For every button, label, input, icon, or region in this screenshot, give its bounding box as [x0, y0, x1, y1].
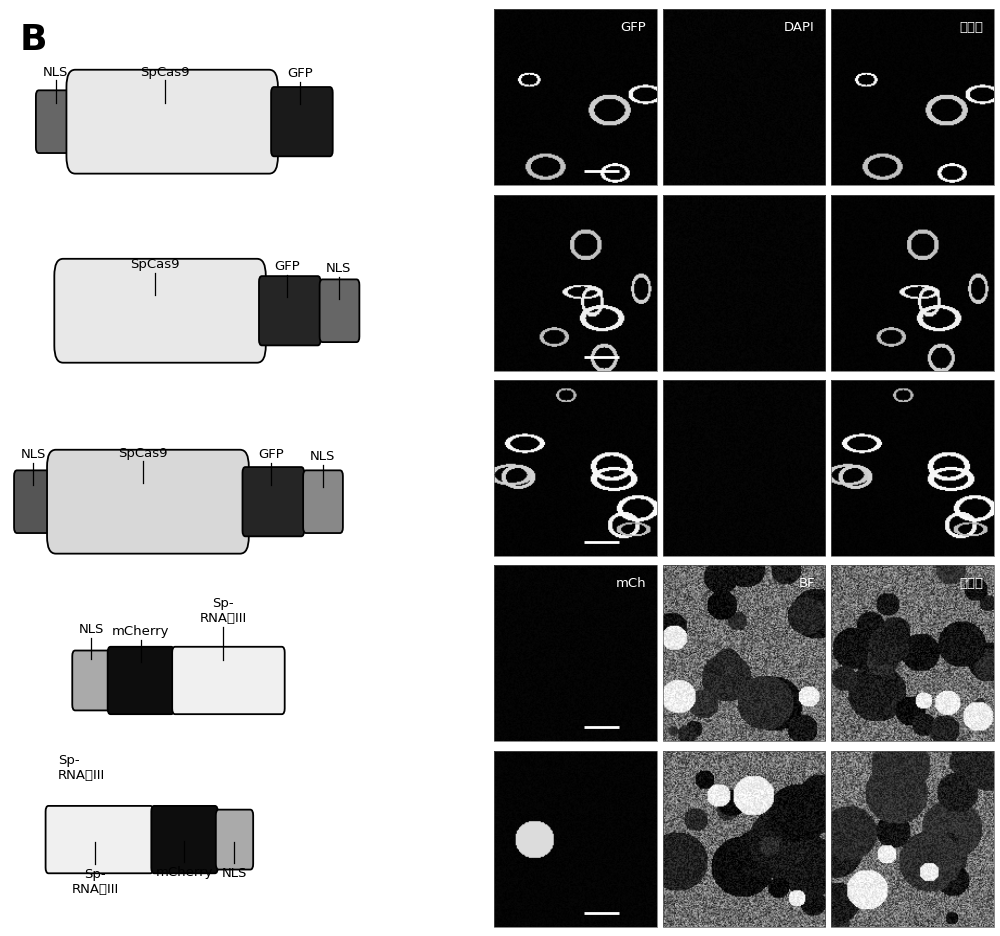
Bar: [663, 380, 825, 556]
FancyBboxPatch shape: [216, 810, 253, 870]
Text: Sp-
RNA醂III: Sp- RNA醂III: [71, 868, 119, 896]
FancyBboxPatch shape: [320, 279, 359, 342]
FancyBboxPatch shape: [54, 258, 266, 362]
Text: NLS: NLS: [326, 262, 351, 275]
Bar: [831, 751, 994, 927]
Text: SpCas9: SpCas9: [118, 446, 168, 460]
Text: DAPI: DAPI: [784, 21, 815, 34]
Text: mCherry: mCherry: [156, 866, 213, 879]
Text: BF: BF: [798, 577, 815, 590]
Bar: [663, 565, 825, 741]
FancyBboxPatch shape: [172, 647, 285, 714]
Bar: [663, 9, 825, 185]
Bar: [494, 380, 657, 556]
FancyBboxPatch shape: [36, 91, 76, 153]
Bar: [831, 9, 994, 185]
FancyBboxPatch shape: [271, 87, 333, 156]
Bar: [494, 9, 657, 185]
Text: SpCas9: SpCas9: [140, 66, 190, 79]
Text: NLS: NLS: [20, 448, 46, 461]
Text: 合并的: 合并的: [960, 21, 984, 34]
Bar: [831, 195, 994, 371]
Text: GFP: GFP: [258, 448, 284, 461]
Text: SpCas9: SpCas9: [130, 258, 180, 271]
Bar: [831, 565, 994, 741]
Bar: [494, 565, 657, 741]
Text: NLS: NLS: [43, 66, 68, 79]
FancyBboxPatch shape: [72, 651, 110, 710]
FancyBboxPatch shape: [108, 647, 174, 714]
FancyBboxPatch shape: [151, 806, 218, 873]
FancyBboxPatch shape: [14, 470, 54, 534]
Text: Sp-
RNA醂III: Sp- RNA醂III: [58, 754, 105, 782]
FancyBboxPatch shape: [303, 470, 343, 534]
Bar: [494, 751, 657, 927]
Bar: [831, 380, 994, 556]
Text: B: B: [19, 23, 47, 57]
FancyBboxPatch shape: [46, 806, 153, 873]
Text: NLS: NLS: [222, 867, 247, 880]
Bar: [663, 195, 825, 371]
Text: NLS: NLS: [78, 623, 104, 636]
Bar: [494, 195, 657, 371]
FancyBboxPatch shape: [259, 276, 321, 345]
FancyBboxPatch shape: [66, 69, 278, 174]
Text: NLS: NLS: [310, 450, 335, 463]
Bar: [663, 751, 825, 927]
Text: GFP: GFP: [287, 67, 313, 80]
Text: mCherry: mCherry: [112, 625, 169, 638]
Text: GFP: GFP: [274, 260, 300, 273]
Text: GFP: GFP: [621, 21, 646, 34]
FancyBboxPatch shape: [242, 467, 304, 536]
Text: Sp-
RNA醂III: Sp- RNA醂III: [199, 597, 247, 625]
FancyBboxPatch shape: [47, 449, 249, 553]
Text: 合并的: 合并的: [960, 577, 984, 590]
Text: mCh: mCh: [616, 577, 646, 590]
